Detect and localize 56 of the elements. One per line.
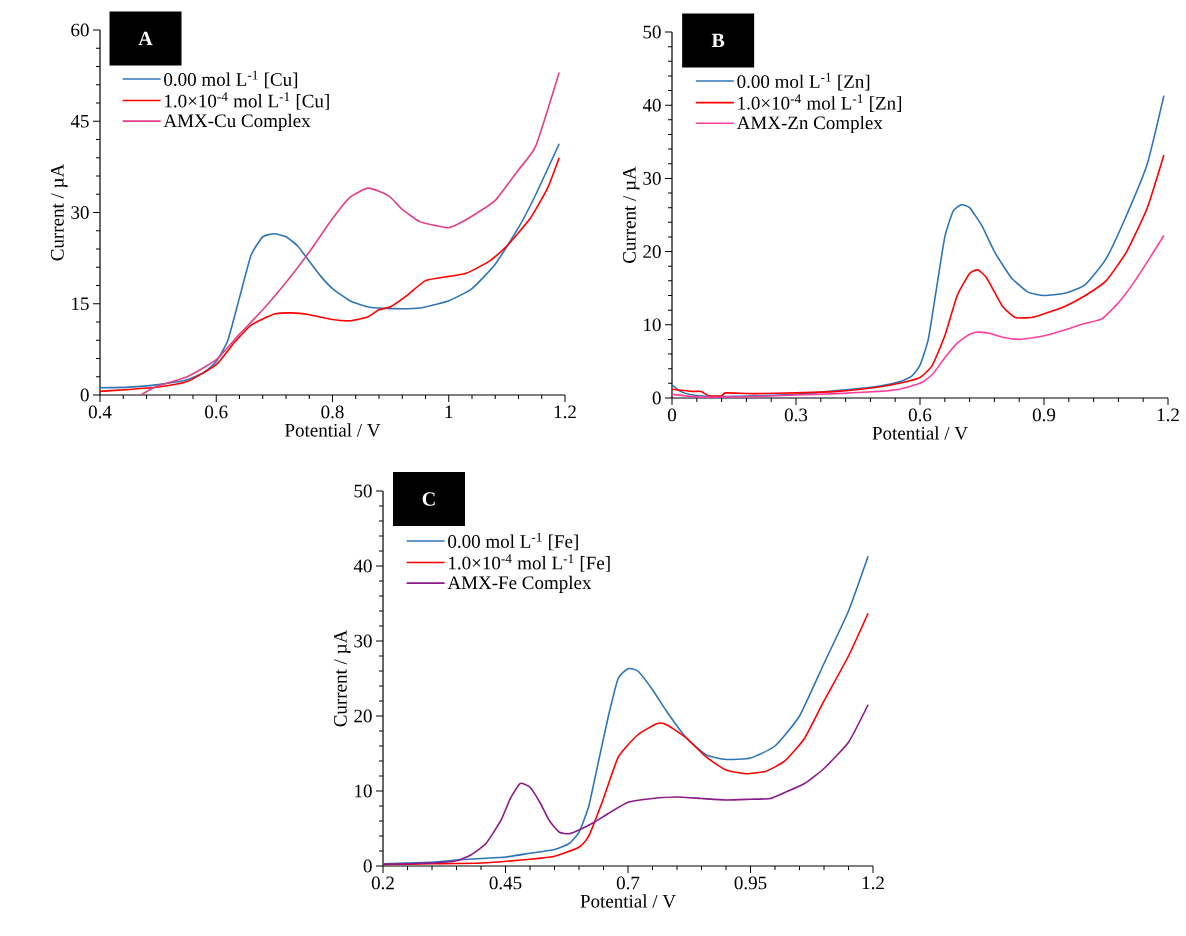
chart-title: A bbox=[138, 31, 153, 46]
legend-label: AMX-Fe Complex bbox=[447, 575, 592, 594]
line-series bbox=[672, 154, 1165, 397]
legend-label: 0.00 mol L$^{-1}$ [Fe] bbox=[448, 532, 578, 551]
x-tick-label: 1.2 bbox=[554, 405, 576, 419]
line-series bbox=[672, 94, 1165, 398]
x-tick-label: 0.6 bbox=[908, 408, 932, 422]
x-tick-label: 0.2 bbox=[371, 876, 394, 890]
x-tick-label: 0.45 bbox=[489, 876, 522, 890]
legend-label: 1.0×10$^{-4}$ mol L$^{-1}$ [Zn] bbox=[738, 94, 902, 112]
y-tick-label: 15 bbox=[72, 297, 89, 311]
x-tick-label: 0.95 bbox=[734, 876, 767, 890]
line-series bbox=[672, 234, 1165, 398]
y-tick-label: 40 bbox=[642, 98, 661, 112]
legend-label: 0.00 mol L$^{-1}$ [Zn] bbox=[737, 72, 870, 91]
y-tick-label: 45 bbox=[70, 114, 89, 128]
y-tick-label: 10 bbox=[355, 784, 372, 798]
y-axis-title: Current / µA bbox=[50, 163, 68, 261]
y-tick-label: 30 bbox=[71, 206, 89, 219]
x-tick-label: 1.2 bbox=[1157, 408, 1179, 422]
y-axis-title: Current / µA bbox=[333, 629, 351, 727]
y-tick-label: 30 bbox=[354, 634, 372, 648]
y-tick-label: 50 bbox=[643, 25, 661, 39]
legend-label: 1.0×10$^{-4}$ mol L$^{-1}$ [Fe] bbox=[449, 554, 610, 572]
line-series bbox=[383, 703, 869, 866]
legend-label: 0.00 mol L$^{-1}$ [Cu] bbox=[164, 70, 298, 89]
chart-title: C bbox=[422, 492, 435, 506]
y-tick-label: 60 bbox=[71, 23, 89, 37]
x-axis-title: Potential / V bbox=[872, 426, 968, 440]
line-series bbox=[139, 71, 560, 395]
y-tick-label: 50 bbox=[354, 484, 372, 498]
x-axis-title: Potential / V bbox=[285, 423, 381, 437]
y-tick-label: 40 bbox=[353, 559, 372, 573]
x-tick-label: 0.4 bbox=[88, 405, 112, 419]
x-tick-label: 0 bbox=[667, 408, 677, 422]
chart-title: B bbox=[711, 33, 725, 47]
x-tick-label: 0.8 bbox=[321, 405, 344, 419]
x-tick-label: 0.7 bbox=[616, 876, 640, 890]
y-tick-label: 0 bbox=[80, 388, 89, 402]
y-tick-label: 20 bbox=[643, 245, 661, 258]
x-tick-label: 0.3 bbox=[784, 408, 808, 422]
x-tick-label: 1.2 bbox=[862, 876, 884, 890]
y-tick-label: 0 bbox=[363, 859, 372, 873]
y-tick-label: 30 bbox=[643, 171, 661, 185]
x-tick-label: 0.6 bbox=[205, 405, 228, 419]
x-tick-label: 0.9 bbox=[1032, 408, 1056, 422]
legend-label: AMX-Zn Complex bbox=[736, 115, 883, 134]
y-tick-label: 20 bbox=[354, 709, 372, 723]
y-tick-label: 10 bbox=[644, 318, 661, 332]
y-tick-label: 0 bbox=[652, 391, 661, 405]
y-axis-title: Current / µA bbox=[622, 166, 640, 263]
x-tick-label: 1 bbox=[445, 405, 453, 419]
line-series bbox=[383, 555, 869, 865]
x-axis-title: Potential / V bbox=[580, 894, 676, 908]
legend-label: AMX-Cu Complex bbox=[163, 113, 311, 132]
legend-label: 1.0×10$^{-4}$ mol L$^{-1}$ [Cu] bbox=[165, 92, 329, 110]
